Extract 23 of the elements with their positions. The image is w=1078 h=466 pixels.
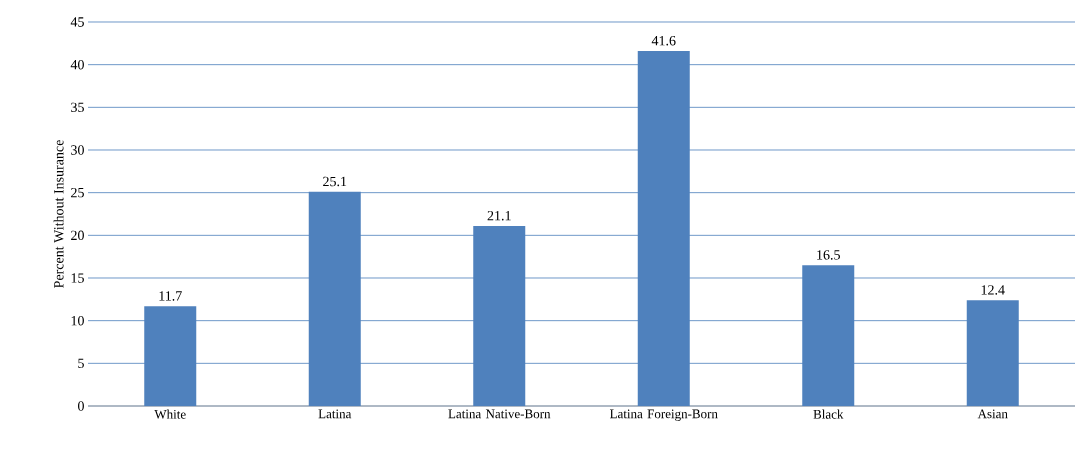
y-axis-title: Percent Without Insurance [53, 140, 64, 288]
data-label: 12.4 [981, 285, 1005, 295]
y-tick-label: 0 [78, 401, 84, 411]
data-label: 25.1 [323, 176, 347, 187]
y-tick-label: 35 [71, 102, 84, 113]
y-tick-label: 25 [71, 187, 84, 198]
x-tick-label: Asian [977, 409, 1008, 419]
y-tick-label: 45 [70, 17, 84, 27]
x-tick-label: Latina Native-Born [448, 409, 551, 419]
y-tick-label: 40 [70, 59, 84, 70]
data-label: 16.5 [817, 250, 840, 260]
data-label: 11.7 [159, 291, 182, 301]
y-tick-label: 30 [71, 145, 84, 155]
y-tick-label: 20 [71, 230, 84, 241]
x-tick-label: Latina Foreign-Born [609, 409, 718, 421]
y-tick-label: 10 [71, 315, 84, 326]
y-tick-label: 15 [71, 273, 84, 283]
x-tick-label: Latina [318, 409, 352, 419]
data-label: 21.1 [487, 210, 511, 221]
x-tick-label: Black [813, 409, 844, 419]
x-tick-label: White [154, 409, 186, 419]
data-label: 41.6 [651, 36, 676, 46]
y-tick-label: 5 [78, 358, 84, 368]
